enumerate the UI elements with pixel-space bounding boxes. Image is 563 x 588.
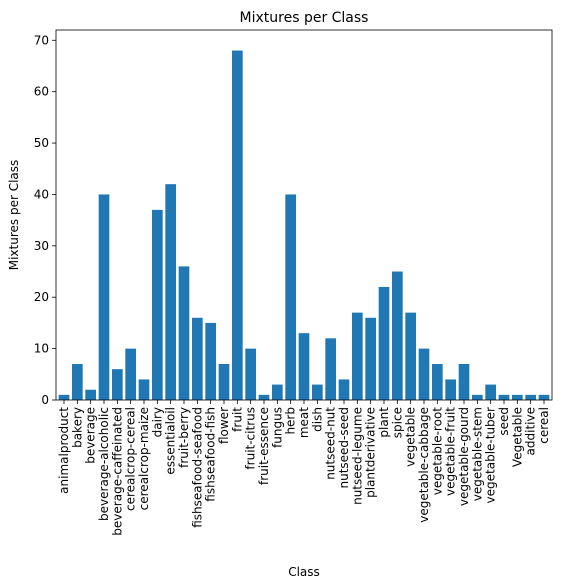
bar-nutseed-nut [325,338,336,400]
x-tick-label: cereal [537,407,551,444]
bar-vegetable [405,312,416,400]
bar-fishseafood-fish [205,322,216,400]
x-tick-label: additive [524,407,538,455]
x-tick-label: fishseafood-fish [204,407,218,502]
x-tick-label: cerealcrop-maize [137,407,151,510]
y-tick-label: 0 [41,393,49,407]
x-tick-label: fruit-essence [257,407,271,485]
bar-plantderivative [365,317,376,400]
x-tick-label: seed [497,407,511,436]
bar-cereal [538,394,550,400]
x-tick-label: cerealcrop-cereal [124,407,138,511]
x-tick-label: nutseed-nut [324,407,338,480]
bar-meat [298,333,310,400]
x-tick-label: beverage-caffeinated [110,407,124,536]
x-tick-label: animalproduct [57,407,71,494]
bar-seed [498,394,510,400]
x-tick-label: nutseed-legume [350,407,364,505]
bar-vegetable [512,394,523,400]
x-tick-label: vegetable-cabbage [417,407,431,523]
bar-vegetable-tuber [485,384,496,400]
bar-dairy [152,209,163,400]
x-tick-label: beverage [84,407,98,464]
plot-frame [55,29,553,401]
bar-beverage [85,389,96,400]
bar-herb [285,194,296,400]
y-axis: 0 10 20 30 40 50 60 70 [34,33,56,407]
x-tick-label: vegetable-gourd [457,407,471,506]
bar-fungus [272,384,283,400]
bar-dish [312,384,323,400]
x-tick-label: dish [310,407,324,432]
x-tick-label: essentialoil [164,407,178,475]
bar-flower [218,364,230,400]
x-tick-label: fishseafood-seafood [190,407,204,528]
x-tick-label: fruit-berry [177,407,191,468]
x-tick-label: flower [217,407,231,444]
bar-cerealcrop-cereal [125,348,136,400]
bar-fishseafood-seafood [192,317,203,400]
x-tick-label: meat [297,407,311,438]
bar-fruit-citrus [245,348,256,400]
x-tick-label: fruit-citrus [244,407,258,470]
y-tick-label: 20 [34,290,49,304]
bar-vegetable-root [432,364,443,400]
bar-cerealcrop-maize [138,379,150,400]
bar-spice [392,271,403,400]
x-tick-label: herb [284,407,298,435]
bar-additive [525,394,536,400]
bar-vegetable-gourd [458,364,470,400]
y-tick-label: 50 [34,136,49,150]
x-tick-label: bakery [70,407,84,448]
chart-title: Mixtures per Class [240,10,369,26]
x-tick-label: spice [390,407,404,438]
bar-essentialoil [165,184,176,400]
x-tick-label: plantderivative [364,407,378,498]
y-tick-label: 10 [34,342,49,356]
x-tick-label: vegetable-stem [470,407,484,501]
bar-nutseed-legume [352,312,363,400]
bar-bakery [72,364,83,400]
x-tick-label: Vegetable [510,407,524,467]
x-tick-label: plant [377,407,391,438]
x-axis: animalproduct bakery beverage beverage-alco… [57,400,551,536]
bar-nutseed-seed [338,379,350,400]
x-tick-label: vegetable-fruit [444,407,458,496]
x-tick-label: fruit [230,407,244,432]
x-tick-label: vegetable-tuber [484,407,498,504]
bar-plant [378,286,390,400]
bar-fruit-berry [178,266,190,400]
x-tick-label: nutseed-seed [337,407,351,489]
bars-layer [58,50,550,401]
bar-animalproduct [58,394,70,400]
x-axis-label: Class [288,565,320,579]
x-tick-label: dairy [150,407,164,437]
y-tick-label: 60 [34,85,49,99]
bar-vegetable-cabbage [418,348,430,400]
bar-beverage-alcoholic [98,194,110,400]
bar-fruit-essence [258,394,270,400]
bar-beverage-caffeinated [112,369,123,400]
bar-fruit [232,50,243,401]
x-tick-label: vegetable-root [430,407,444,496]
y-tick-label: 70 [34,33,49,47]
y-axis-label: Mixtures per Class [7,160,21,271]
x-tick-label: fungus [270,407,284,448]
y-tick-label: 30 [34,239,49,253]
y-tick-label: 40 [34,187,49,201]
bar-vegetable-fruit [445,379,456,400]
bar-vegetable-stem [472,394,483,400]
x-tick-label: beverage-alcoholic [97,407,111,521]
x-tick-label: vegetable [404,407,418,467]
